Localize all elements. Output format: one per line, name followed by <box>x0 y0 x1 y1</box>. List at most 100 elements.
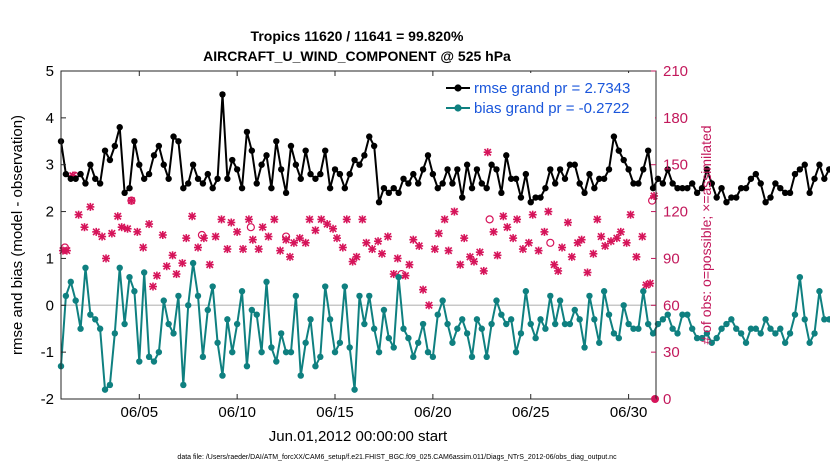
rmse-point <box>664 166 671 173</box>
rmse-point <box>733 194 740 201</box>
assimilated-obs-point <box>227 218 236 227</box>
y-right-tick-label: 150 <box>663 157 688 174</box>
rmse-point <box>72 175 79 182</box>
rmse-point <box>160 161 167 168</box>
rmse-point <box>67 175 74 182</box>
assimilated-obs-point <box>86 202 95 211</box>
y-left-tick-label: 4 <box>46 110 54 127</box>
assimilated-obs-point <box>332 234 341 243</box>
bias-point <box>126 273 133 281</box>
rmse-point <box>96 180 104 187</box>
assimilated-obs-point <box>258 223 267 232</box>
rmse-point <box>101 147 109 154</box>
rmse-point <box>82 180 89 187</box>
bias-point <box>180 381 187 389</box>
bias-point <box>131 288 138 295</box>
bias-point <box>507 316 515 323</box>
assimilated-obs-point <box>577 235 586 244</box>
assimilated-obs-point <box>563 218 572 227</box>
bias-point <box>170 330 177 337</box>
rmse-point <box>302 147 309 154</box>
bias-point <box>194 292 202 300</box>
rmse-point <box>233 166 241 173</box>
assimilated-obs-point <box>415 241 424 250</box>
bias-point <box>806 339 813 346</box>
assimilated-obs-point <box>289 238 298 247</box>
bias-point <box>811 330 818 337</box>
bias-point <box>532 334 539 342</box>
rmse-point <box>649 184 657 192</box>
rmse-point <box>737 184 745 192</box>
bias-point <box>556 297 564 304</box>
bias-point <box>322 283 329 290</box>
rmse-point <box>454 166 461 173</box>
assimilated-obs-point <box>127 196 136 205</box>
bias-point <box>576 316 583 323</box>
rmse-point <box>483 184 490 192</box>
rmse-point <box>243 128 251 136</box>
assimilated-obs-point <box>123 224 132 233</box>
bias-point <box>826 316 830 323</box>
rmse-point <box>170 133 177 140</box>
rmse-point <box>263 152 270 159</box>
assimilated-obs-point <box>113 212 122 221</box>
rmse-point <box>767 194 774 201</box>
rmse-point <box>600 175 608 182</box>
bias-point <box>243 363 251 370</box>
rmse-point <box>282 189 290 197</box>
assimilated-obs-point <box>329 224 338 233</box>
assimilated-obs-point <box>323 220 332 229</box>
rmse-point <box>209 184 216 192</box>
assimilated-obs-point <box>503 223 512 232</box>
assimilated-obs-point <box>469 257 478 266</box>
rmse-point <box>816 161 823 168</box>
bias-point <box>258 348 265 356</box>
rmse-point <box>537 194 544 201</box>
y-axis-label-left: rmse and bias (model - observation) <box>9 115 26 355</box>
bias-point <box>160 297 167 304</box>
rmse-point <box>752 170 760 178</box>
rmse-point <box>517 194 525 201</box>
bias-point <box>331 348 339 356</box>
bias-point <box>155 348 163 356</box>
assimilated-obs-point <box>233 227 242 236</box>
bias-point <box>640 288 647 295</box>
assimilated-obs-point <box>107 229 116 238</box>
assimilated-obs-point <box>601 241 610 250</box>
rmse-point <box>185 180 192 187</box>
rmse-point <box>268 184 275 192</box>
bias-point <box>718 325 725 332</box>
rmse-point <box>527 199 534 206</box>
rmse-point <box>395 189 402 197</box>
bias-point <box>478 325 486 332</box>
legend-rmse-text: rmse grand pr = 2.7343 <box>474 80 630 97</box>
rmse-point <box>346 170 353 178</box>
rmse-point <box>781 189 789 197</box>
assimilated-obs-point <box>145 220 154 229</box>
bias-point <box>733 325 740 332</box>
bias-point <box>341 283 348 290</box>
bias-point <box>101 386 109 393</box>
rmse-point <box>106 156 114 164</box>
rmse-point <box>532 194 539 201</box>
rmse-point <box>473 166 481 173</box>
plot-frame <box>60 70 657 400</box>
assimilated-obs-point <box>377 249 386 258</box>
bias-point <box>752 325 760 332</box>
rmse-point <box>498 189 505 197</box>
assimilated-obs-point <box>352 252 361 261</box>
rmse-point <box>713 194 720 201</box>
rmse-point <box>586 170 593 178</box>
assimilated-obs-point <box>419 285 428 294</box>
bias-point <box>356 292 363 300</box>
bias-point <box>204 306 211 314</box>
bias-point <box>679 311 686 318</box>
bias-point <box>209 283 216 290</box>
assimilated-obs-point <box>172 270 181 279</box>
rmse-point <box>121 189 128 197</box>
bias-point <box>586 292 593 300</box>
assimilated-obs-point <box>239 245 248 254</box>
bias-point <box>522 288 530 295</box>
rmse-point <box>405 180 412 187</box>
